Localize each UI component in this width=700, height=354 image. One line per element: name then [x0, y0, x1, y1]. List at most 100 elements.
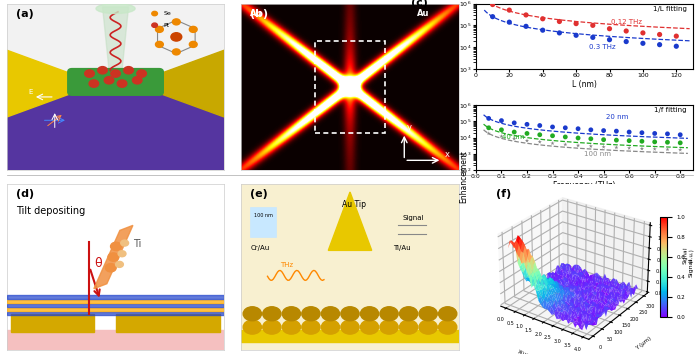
X-axis label: Frequency (THz): Frequency (THz)	[553, 181, 615, 190]
Point	[636, 130, 648, 136]
Point	[675, 147, 686, 153]
Circle shape	[321, 307, 340, 321]
Circle shape	[152, 11, 158, 16]
Text: 100 nm: 100 nm	[584, 151, 612, 157]
Point	[534, 123, 545, 129]
Text: 1/L fitting: 1/L fitting	[652, 6, 687, 11]
Point	[587, 35, 598, 40]
Point	[604, 26, 615, 32]
Text: Au: Au	[417, 9, 430, 18]
Point	[520, 23, 531, 29]
Point	[649, 146, 660, 152]
Point	[537, 16, 548, 22]
Point	[654, 32, 665, 37]
Point	[554, 19, 565, 24]
Circle shape	[321, 320, 340, 334]
Circle shape	[108, 253, 119, 261]
Point	[624, 145, 635, 151]
Polygon shape	[94, 225, 133, 289]
Text: (d): (d)	[15, 189, 34, 199]
Circle shape	[171, 33, 182, 41]
Point	[560, 125, 571, 131]
Circle shape	[439, 320, 457, 334]
X-axis label: X(μm): X(μm)	[517, 349, 535, 354]
Point	[554, 30, 565, 36]
Circle shape	[282, 320, 300, 334]
Circle shape	[243, 320, 261, 334]
Circle shape	[136, 70, 146, 77]
Bar	[11, 314, 94, 332]
Circle shape	[189, 41, 197, 47]
Bar	[315, 41, 385, 133]
Circle shape	[118, 251, 126, 257]
FancyBboxPatch shape	[68, 69, 163, 95]
Circle shape	[172, 49, 180, 55]
Point	[483, 131, 494, 136]
Bar	[7, 330, 224, 350]
Circle shape	[262, 307, 281, 321]
Circle shape	[262, 320, 281, 334]
Circle shape	[121, 240, 129, 246]
Text: Enhancement: Enhancement	[459, 150, 468, 204]
Circle shape	[380, 307, 398, 321]
Bar	[7, 312, 224, 315]
Point	[570, 21, 582, 27]
Point	[522, 138, 533, 143]
Point	[675, 140, 686, 145]
Polygon shape	[133, 50, 224, 117]
Circle shape	[243, 307, 261, 321]
Circle shape	[189, 27, 197, 33]
Circle shape	[172, 19, 180, 25]
Point	[496, 127, 507, 133]
Circle shape	[111, 242, 121, 251]
Circle shape	[98, 67, 107, 74]
Text: (e): (e)	[250, 189, 268, 199]
Point	[662, 139, 673, 145]
Bar	[7, 90, 224, 170]
Polygon shape	[7, 50, 98, 117]
Text: Tilt depositing: Tilt depositing	[15, 206, 85, 216]
Point	[624, 138, 635, 143]
Circle shape	[360, 307, 379, 321]
Point	[496, 118, 507, 124]
Bar	[116, 314, 220, 332]
Point	[671, 44, 682, 49]
Text: θ: θ	[94, 257, 102, 270]
Circle shape	[104, 76, 114, 84]
Point	[624, 129, 635, 135]
Point	[598, 128, 609, 133]
Circle shape	[111, 70, 120, 77]
Point	[560, 142, 571, 147]
Circle shape	[302, 307, 320, 321]
Polygon shape	[328, 192, 372, 250]
Y-axis label: Signal: Signal	[688, 257, 694, 277]
Point	[649, 131, 660, 136]
Point	[537, 27, 548, 33]
Point	[509, 136, 520, 142]
Circle shape	[152, 23, 158, 27]
Point	[547, 133, 558, 139]
Point	[573, 135, 584, 141]
Point	[585, 127, 596, 133]
Text: (c): (c)	[411, 0, 428, 8]
Point	[671, 33, 682, 39]
Point	[604, 37, 615, 42]
Circle shape	[132, 76, 142, 84]
Circle shape	[89, 80, 99, 87]
Point	[522, 121, 533, 127]
Point	[611, 137, 622, 143]
Circle shape	[341, 307, 359, 321]
Bar	[7, 4, 224, 90]
Text: E: E	[29, 88, 33, 95]
Text: 0.3 THz: 0.3 THz	[589, 44, 615, 50]
Point	[649, 139, 660, 145]
Point	[522, 131, 533, 136]
Bar	[7, 308, 224, 311]
Circle shape	[282, 307, 300, 321]
Text: Ti: Ti	[133, 239, 141, 249]
Text: x: x	[444, 150, 449, 159]
Text: Se: Se	[163, 11, 171, 16]
Circle shape	[124, 67, 133, 74]
Text: (f): (f)	[496, 189, 511, 199]
Text: y: y	[407, 123, 412, 132]
